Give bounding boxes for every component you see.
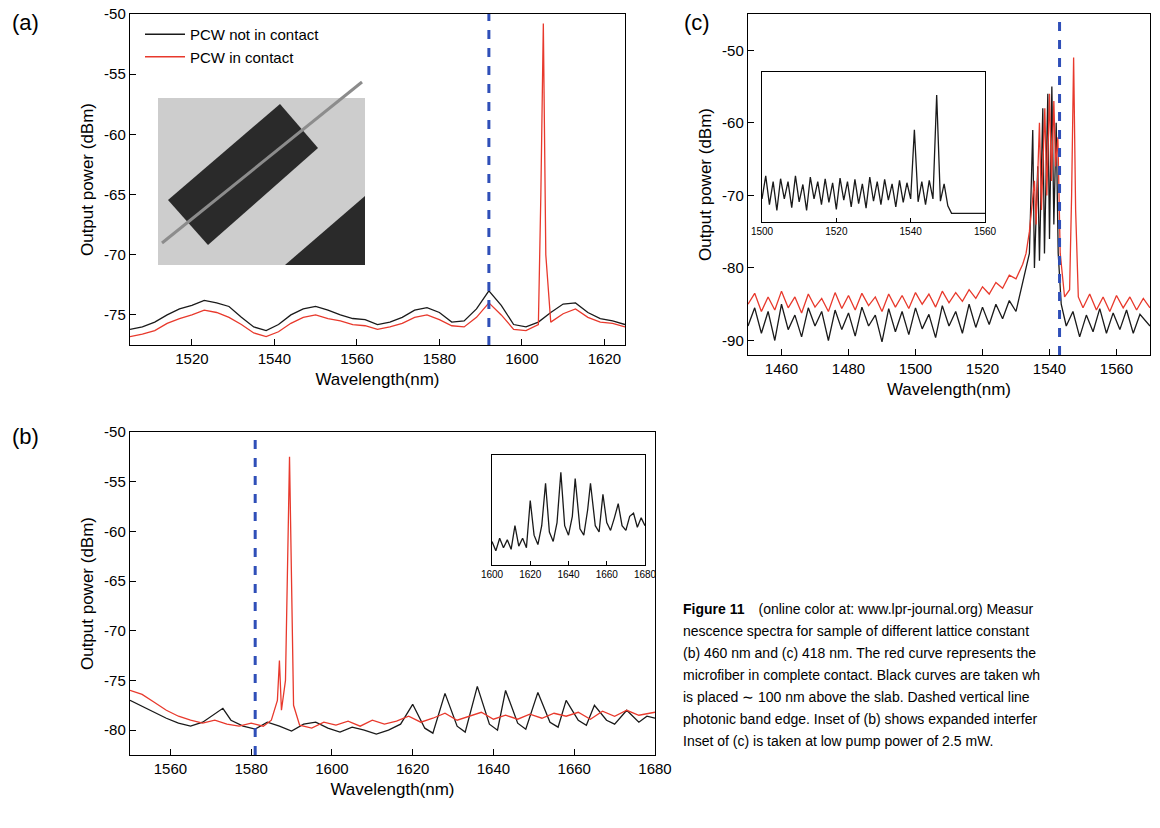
svg-text:1600: 1600 [505,350,538,367]
svg-text:-60: -60 [722,114,744,131]
svg-text:Wavelength(nm): Wavelength(nm) [330,780,454,799]
svg-text:-70: -70 [104,246,126,263]
svg-text:-60: -60 [104,523,126,540]
svg-text:1620: 1620 [396,760,429,777]
svg-text:1480: 1480 [832,360,865,377]
svg-text:-90: -90 [722,332,744,349]
svg-text:-50: -50 [104,5,126,22]
svg-text:1460: 1460 [765,360,798,377]
html-text:nescence spectra for sample of: nescence spectra for sample of different… [683,623,1029,639]
svg-text:1580: 1580 [234,760,267,777]
svg-text:-55: -55 [104,473,126,490]
svg-text:1540: 1540 [258,350,291,367]
svg-text:1620: 1620 [519,569,542,580]
html-text:microfiber in complete contact: microfiber in complete contact. Black cu… [683,667,1041,683]
html-text:(online color at: www.lpr-jour: (online color at: www.lpr-journal.org) M… [758,601,1034,617]
html-text:photonic band edge. Inset of (: photonic band edge. Inset of (b) shows e… [683,711,1038,727]
svg-text:1560: 1560 [340,350,373,367]
svg-text:1580: 1580 [423,350,456,367]
svg-text:-50: -50 [104,423,126,440]
svg-text:-80: -80 [104,721,126,738]
svg-text:1520: 1520 [175,350,208,367]
svg-text:-75: -75 [104,306,126,323]
svg-text:1600: 1600 [315,760,348,777]
svg-text:1520: 1520 [966,360,999,377]
svg-text:-55: -55 [104,65,126,82]
svg-text:1560: 1560 [154,760,187,777]
svg-text:1680: 1680 [634,569,657,580]
svg-text:Output power (dBm): Output power (dBm) [78,103,97,256]
svg-text:1560: 1560 [974,226,997,237]
html-text:is placed ∼ 100 nm above the s: is placed ∼ 100 nm above the slab. Dashe… [683,689,1030,705]
svg-text:1500: 1500 [899,360,932,377]
svg-text:1640: 1640 [557,569,580,580]
svg-text:(c): (c) [684,10,710,35]
svg-text:PCW in contact: PCW in contact [190,49,294,66]
svg-text:1500: 1500 [751,226,774,237]
svg-text:1520: 1520 [825,226,848,237]
html-text:(b) 460 nm and (c) 418 nm. The: (b) 460 nm and (c) 418 nm. The red curve… [683,645,1036,661]
svg-text:1600: 1600 [481,569,504,580]
svg-text:Wavelength(nm): Wavelength(nm) [315,370,439,389]
svg-text:Output power (dBm): Output power (dBm) [696,108,715,261]
svg-text:1560: 1560 [1100,360,1133,377]
svg-text:-70: -70 [722,187,744,204]
svg-text:-65: -65 [104,572,126,589]
svg-text:(a): (a) [12,10,39,35]
svg-text:1660: 1660 [558,760,591,777]
svg-text:1680: 1680 [638,760,671,777]
svg-text:PCW not in contact: PCW not in contact [190,26,319,43]
svg-text:-70: -70 [104,622,126,639]
svg-text:-75: -75 [104,672,126,689]
svg-text:-65: -65 [104,186,126,203]
svg-text:-60: -60 [104,126,126,143]
svg-text:(b): (b) [12,424,39,449]
svg-text:1660: 1660 [596,569,619,580]
svg-text:Output power (dBm): Output power (dBm) [78,517,97,670]
svg-text:1540: 1540 [1033,360,1066,377]
svg-text:-50: -50 [722,42,744,59]
svg-text:Wavelength(nm): Wavelength(nm) [887,380,1011,399]
svg-text:1620: 1620 [588,350,621,367]
svg-text:1540: 1540 [900,226,923,237]
svg-text:1640: 1640 [477,760,510,777]
svg-text:-80: -80 [722,259,744,276]
html-text:Inset of (c) is taken at low p: Inset of (c) is taken at low pump power … [683,733,994,749]
html-text:Figure 11: Figure 11 [683,601,745,617]
